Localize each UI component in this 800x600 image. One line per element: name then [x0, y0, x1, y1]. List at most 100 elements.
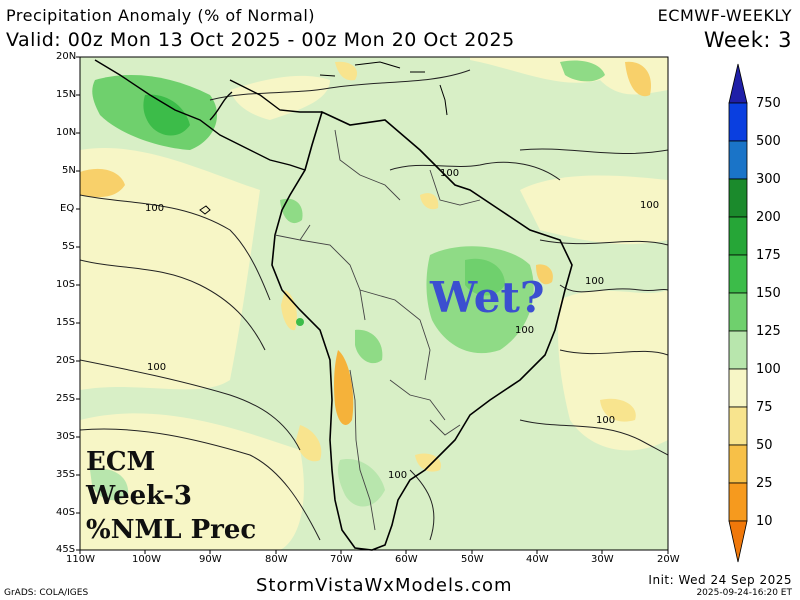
lon-tick-label: 110W	[66, 554, 95, 565]
wet-annotation: Wet?	[430, 273, 545, 322]
dry-belt-east	[558, 290, 668, 451]
dry-spot-caribbean	[335, 61, 358, 81]
colorbar-label: 75	[756, 400, 773, 415]
init-time: Init: Wed 24 Sep 2025	[648, 573, 792, 587]
border-peru-brazil	[299, 239, 366, 321]
lat-tick-label: 40S	[56, 507, 76, 518]
contour-line-pacific-north	[80, 194, 271, 301]
border-ecuador	[274, 224, 311, 241]
overlay-model-label: ECM	[86, 447, 156, 477]
border-guianas	[429, 169, 481, 206]
border-colombia-venezuela	[334, 129, 401, 201]
overlay-week-label: Week-3	[86, 481, 193, 511]
lon-tick-label: 80W	[265, 554, 288, 565]
colorbar-label: 200	[756, 210, 781, 225]
island-jamaica	[319, 74, 336, 77]
chart-title: Precipitation Anomaly (% of Normal)	[6, 6, 316, 25]
colorbar-cell-300	[728, 178, 748, 218]
colorbar-label: 175	[756, 248, 781, 263]
grads-credit: GrADS: COLA/IGES	[4, 588, 89, 598]
colorbar-label: 300	[756, 172, 781, 187]
wet-area-south-pacific	[90, 468, 129, 501]
lat-tick-label: 35S	[56, 469, 76, 480]
lon-tick-label: 60W	[395, 554, 418, 565]
dry-spot-atlantic	[600, 398, 636, 422]
lon-tick-label: 50W	[461, 554, 484, 565]
border-argentina-paraguay	[389, 379, 446, 421]
colorbar-label: 10	[756, 514, 773, 529]
colorbar-label: 25	[756, 476, 773, 491]
contour-line-atlantic-south	[559, 349, 668, 356]
border-brazil-bolivia	[359, 289, 431, 381]
lat-tick-label: 10N	[56, 127, 77, 138]
contour-line-atlantic-far-south	[519, 419, 668, 456]
contour-label: 100	[388, 470, 408, 481]
border-brazil-uruguay	[429, 419, 461, 436]
lat-tick-label: 15N	[56, 89, 77, 100]
valid-period: Valid: 00z Mon 13 Oct 2025 - 00z Mon 20 …	[6, 29, 515, 51]
wet-spot-peru	[296, 318, 304, 326]
wet-core-central-america	[143, 94, 190, 136]
dry-spot-chile	[334, 350, 354, 425]
dry-spot-pacific	[80, 168, 125, 198]
colorbar-cell-100	[728, 368, 748, 408]
lat-tick-label: 15S	[56, 317, 76, 328]
contour-line-pacific-mid	[80, 259, 266, 351]
colorbar-label: 500	[756, 134, 781, 149]
lat-tick-label: 10S	[56, 279, 76, 290]
contour-line-pacific-south	[80, 359, 301, 451]
lon-tick-label: 40W	[526, 554, 549, 565]
contour-label: 100	[640, 200, 660, 211]
tick-marks-bottom	[79, 550, 669, 554]
lon-tick-label: 30W	[591, 554, 614, 565]
lon-tick-label: 70W	[330, 554, 353, 565]
colorbar-cell-500	[728, 140, 748, 180]
contour-label: 100	[147, 362, 167, 373]
map-frame	[79, 56, 669, 551]
wet-area-brazil	[426, 246, 534, 354]
contour-line-atlantic-north	[519, 148, 668, 154]
lat-tick-label: 25S	[56, 393, 76, 404]
colorbar-cell-750	[728, 102, 748, 142]
island-lesser-antilles	[439, 84, 448, 116]
contour-line-atlantic-mid	[539, 239, 668, 246]
colorbar	[728, 63, 748, 563]
dry-spot-uruguay	[415, 453, 441, 472]
dry-belt-atlantic	[520, 175, 668, 245]
lon-tick-label: 100W	[132, 554, 161, 565]
dry-spot-amazon	[420, 193, 439, 210]
lon-tick-label: 90W	[199, 554, 222, 565]
contour-line-pacific-far-south	[80, 428, 321, 541]
island-galapagos	[199, 205, 211, 215]
island-hispaniola	[354, 61, 401, 69]
colorbar-label: 50	[756, 438, 773, 453]
colorbar-cell-150	[728, 292, 748, 332]
lon-tick-label: 20W	[657, 554, 680, 565]
wet-area-argentina	[337, 459, 385, 507]
dry-belt-caribbean	[230, 75, 330, 120]
dry-belt-south	[80, 413, 304, 550]
dry-spot-pacific-south	[296, 425, 322, 462]
generation-timestamp: 2025-09-24-16:20 ET	[696, 588, 792, 598]
contour-line-caribbean	[209, 69, 471, 101]
dry-spot-brazil-ne	[536, 264, 553, 285]
colorbar-cell-25	[728, 482, 748, 522]
model-name: ECMWF-WEEKLY	[657, 6, 792, 25]
lat-tick-label: 5S	[62, 241, 75, 252]
dry-belt-midpacific	[150, 246, 240, 304]
contour-label: 100	[440, 168, 460, 179]
border-argentina-chile	[349, 369, 376, 531]
colorbar-label: 100	[756, 362, 781, 377]
coastline-south-america	[271, 110, 573, 551]
colorbar-label: 750	[756, 96, 781, 111]
colorbar-cell-125	[728, 330, 748, 370]
wet-area-atlantic-north	[560, 60, 605, 82]
dry-spot-north	[625, 61, 651, 97]
lat-tick-label: EQ	[60, 203, 75, 214]
colorbar-label: 125	[756, 324, 781, 339]
coastline-central-america	[94, 59, 322, 171]
contour-label: 100	[145, 203, 165, 214]
site-watermark: StormVistaWxModels.com	[256, 575, 513, 596]
colorbar-cell-200	[728, 216, 748, 256]
